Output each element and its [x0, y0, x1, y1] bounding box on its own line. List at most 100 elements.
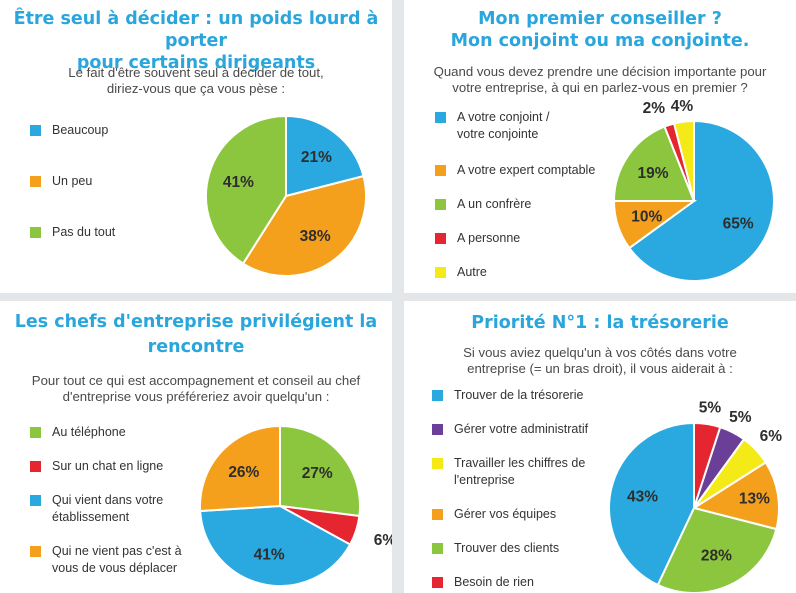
legend-label: Gérer votre administratif [454, 422, 589, 436]
panel-title: Mon premier conseiller ? Mon conjoint ou… [404, 8, 796, 52]
title-line: pour certains dirigeants [76, 53, 316, 73]
title-line: Priorité N°1 : la trésorerie [471, 313, 729, 333]
legend-label: Qui ne vient pas c'est à vous de vous dé… [52, 544, 182, 575]
legend-label: A votre conjoint / votre conjointe [457, 110, 550, 141]
pie-data-label: 10% [631, 208, 662, 225]
title-line: Les chefs d'entreprise privilégient la [14, 312, 378, 332]
pie-data-label: 6% [374, 532, 392, 549]
subtitle-line: Quand vous devez prendre une décision im… [433, 64, 767, 79]
title-line: rencontre [147, 337, 245, 357]
legend-item: Trouver de la trésorerie [432, 387, 583, 404]
legend-label: Qui vient dans votre établissement [52, 493, 164, 524]
pie-slice [241, 174, 367, 277]
title-line: Être seul à décider : un poids lourd à p… [13, 9, 379, 51]
legend-swatch [432, 390, 443, 401]
pie-slice [285, 114, 365, 198]
pie-slice [199, 424, 281, 513]
legend-swatch [30, 427, 41, 438]
pie-data-label: 38% [300, 228, 331, 245]
pie-chart: 65% 10% 19% 2% 4% [612, 98, 775, 282]
pie-slice [612, 125, 696, 202]
legend-swatch [435, 267, 446, 278]
legend-item: Autre [435, 264, 487, 281]
legend-label: Pas du tout [52, 225, 116, 239]
legend-item: Au téléphone [30, 424, 126, 441]
pie-data-label: 28% [701, 548, 732, 565]
legend-label: Trouver des clients [454, 541, 560, 555]
panel-subtitle: Quand vous devez prendre une décision im… [404, 64, 796, 96]
title-line: Mon premier conseiller ? [478, 9, 722, 29]
title-line: Mon conjoint ou ma conjointe. [450, 31, 750, 51]
panel-title: Les chefs d'entreprise privilégient la r… [0, 311, 392, 358]
legend-label: Trouver de la trésorerie [454, 388, 584, 402]
pie-slice [672, 119, 695, 202]
pie-slice [656, 506, 778, 593]
legend-item: Qui vient dans votre établissement [30, 492, 163, 526]
legend-swatch [30, 227, 41, 238]
pie-data-label: 2% [643, 100, 666, 117]
legend-swatch [435, 199, 446, 210]
legend-item: Pas du tout [30, 224, 115, 241]
subtitle-line: Pour tout ce qui est accompagnement et c… [31, 373, 361, 388]
legend-item: A un confrère [435, 196, 531, 213]
legend-item: A votre conjoint / votre conjointe [435, 109, 549, 143]
pie-data-label: 5% [729, 409, 752, 426]
subtitle-line: Si vous aviez quelqu'un à vos côtés dans… [463, 345, 737, 360]
pie-data-label: 41% [254, 546, 285, 563]
legend-item: Sur un chat en ligne [30, 458, 163, 475]
pie-data-label: 43% [627, 489, 658, 506]
pie-data-label: 4% [671, 98, 694, 115]
legend-item: Un peu [30, 173, 92, 190]
pie-data-label: 6% [760, 428, 783, 445]
legend-swatch [30, 495, 41, 506]
subtitle-line: d'entreprise vous préféreriez avoir quel… [62, 389, 330, 404]
pie-data-label: 41% [223, 174, 254, 191]
subtitle-line: votre entreprise, à qui en parlez-vous e… [452, 80, 748, 95]
legend-item: A personne [435, 230, 520, 247]
panel-subtitle: Si vous aviez quelqu'un à vos côtés dans… [404, 345, 796, 377]
legend-swatch [432, 424, 443, 435]
pie-data-label: 26% [228, 464, 259, 481]
pie-slice [279, 424, 361, 518]
legend-label: A un confrère [457, 197, 532, 211]
legend-swatch [435, 165, 446, 176]
panel-subtitle: Pour tout ce qui est accompagnement et c… [0, 373, 392, 405]
pie-data-label: 65% [723, 216, 754, 233]
pie-chart: 21% 38% 41% [205, 114, 367, 277]
legend-item: Qui ne vient pas c'est à vous de vous dé… [30, 543, 182, 577]
legend-swatch [435, 233, 446, 244]
legend-label: Sur un chat en ligne [52, 459, 164, 473]
legend-item: Besoin de rien [432, 574, 534, 591]
legend-item: A votre expert comptable [435, 162, 595, 179]
legend-item: Beaucoup [30, 122, 108, 139]
legend-label: Besoin de rien [454, 575, 534, 589]
legend-swatch [432, 543, 443, 554]
legend-label: A personne [457, 231, 521, 245]
panel-rencontre: Les chefs d'entreprise privilégient la r… [0, 301, 392, 593]
legend-label: Autre [457, 265, 487, 279]
legend-label: A votre expert comptable [457, 163, 596, 177]
pie-slice [205, 114, 287, 265]
pie-data-label: 5% [699, 399, 722, 416]
pie-data-label: 19% [637, 165, 668, 182]
legend-item: Trouver des clients [432, 540, 559, 557]
legend-swatch [432, 577, 443, 588]
panel-tresorerie: Priorité N°1 : la trésorerie Si vous avi… [404, 301, 796, 593]
pie-slice [627, 119, 775, 282]
pie-data-label: 13% [739, 490, 770, 507]
panel-premier-conseiller: Mon premier conseiller ? Mon conjoint ou… [404, 0, 796, 293]
legend-label: Gérer vos équipes [454, 507, 557, 521]
pie-data-label: 27% [302, 465, 333, 482]
panel-title: Priorité N°1 : la trésorerie [404, 312, 796, 334]
panel-subtitle: Le fait d'être souvent seul à décider de… [0, 65, 392, 97]
subtitle-line: Le fait d'être souvent seul à décider de… [68, 65, 324, 80]
panel-title: Être seul à décider : un poids lourd à p… [0, 8, 392, 74]
legend-swatch [30, 176, 41, 187]
legend-item: Travailler les chiffres de l'entreprise [432, 455, 585, 489]
pie-slice [199, 504, 352, 587]
legend-swatch [30, 546, 41, 557]
subtitle-line: diriez-vous que ça vous pèse : [106, 81, 286, 96]
legend-label: Beaucoup [52, 123, 109, 137]
legend-label: Au téléphone [52, 425, 126, 439]
legend-swatch [30, 461, 41, 472]
